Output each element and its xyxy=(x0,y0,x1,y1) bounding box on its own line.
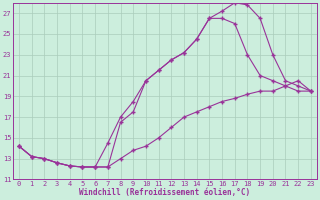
X-axis label: Windchill (Refroidissement éolien,°C): Windchill (Refroidissement éolien,°C) xyxy=(79,188,251,197)
